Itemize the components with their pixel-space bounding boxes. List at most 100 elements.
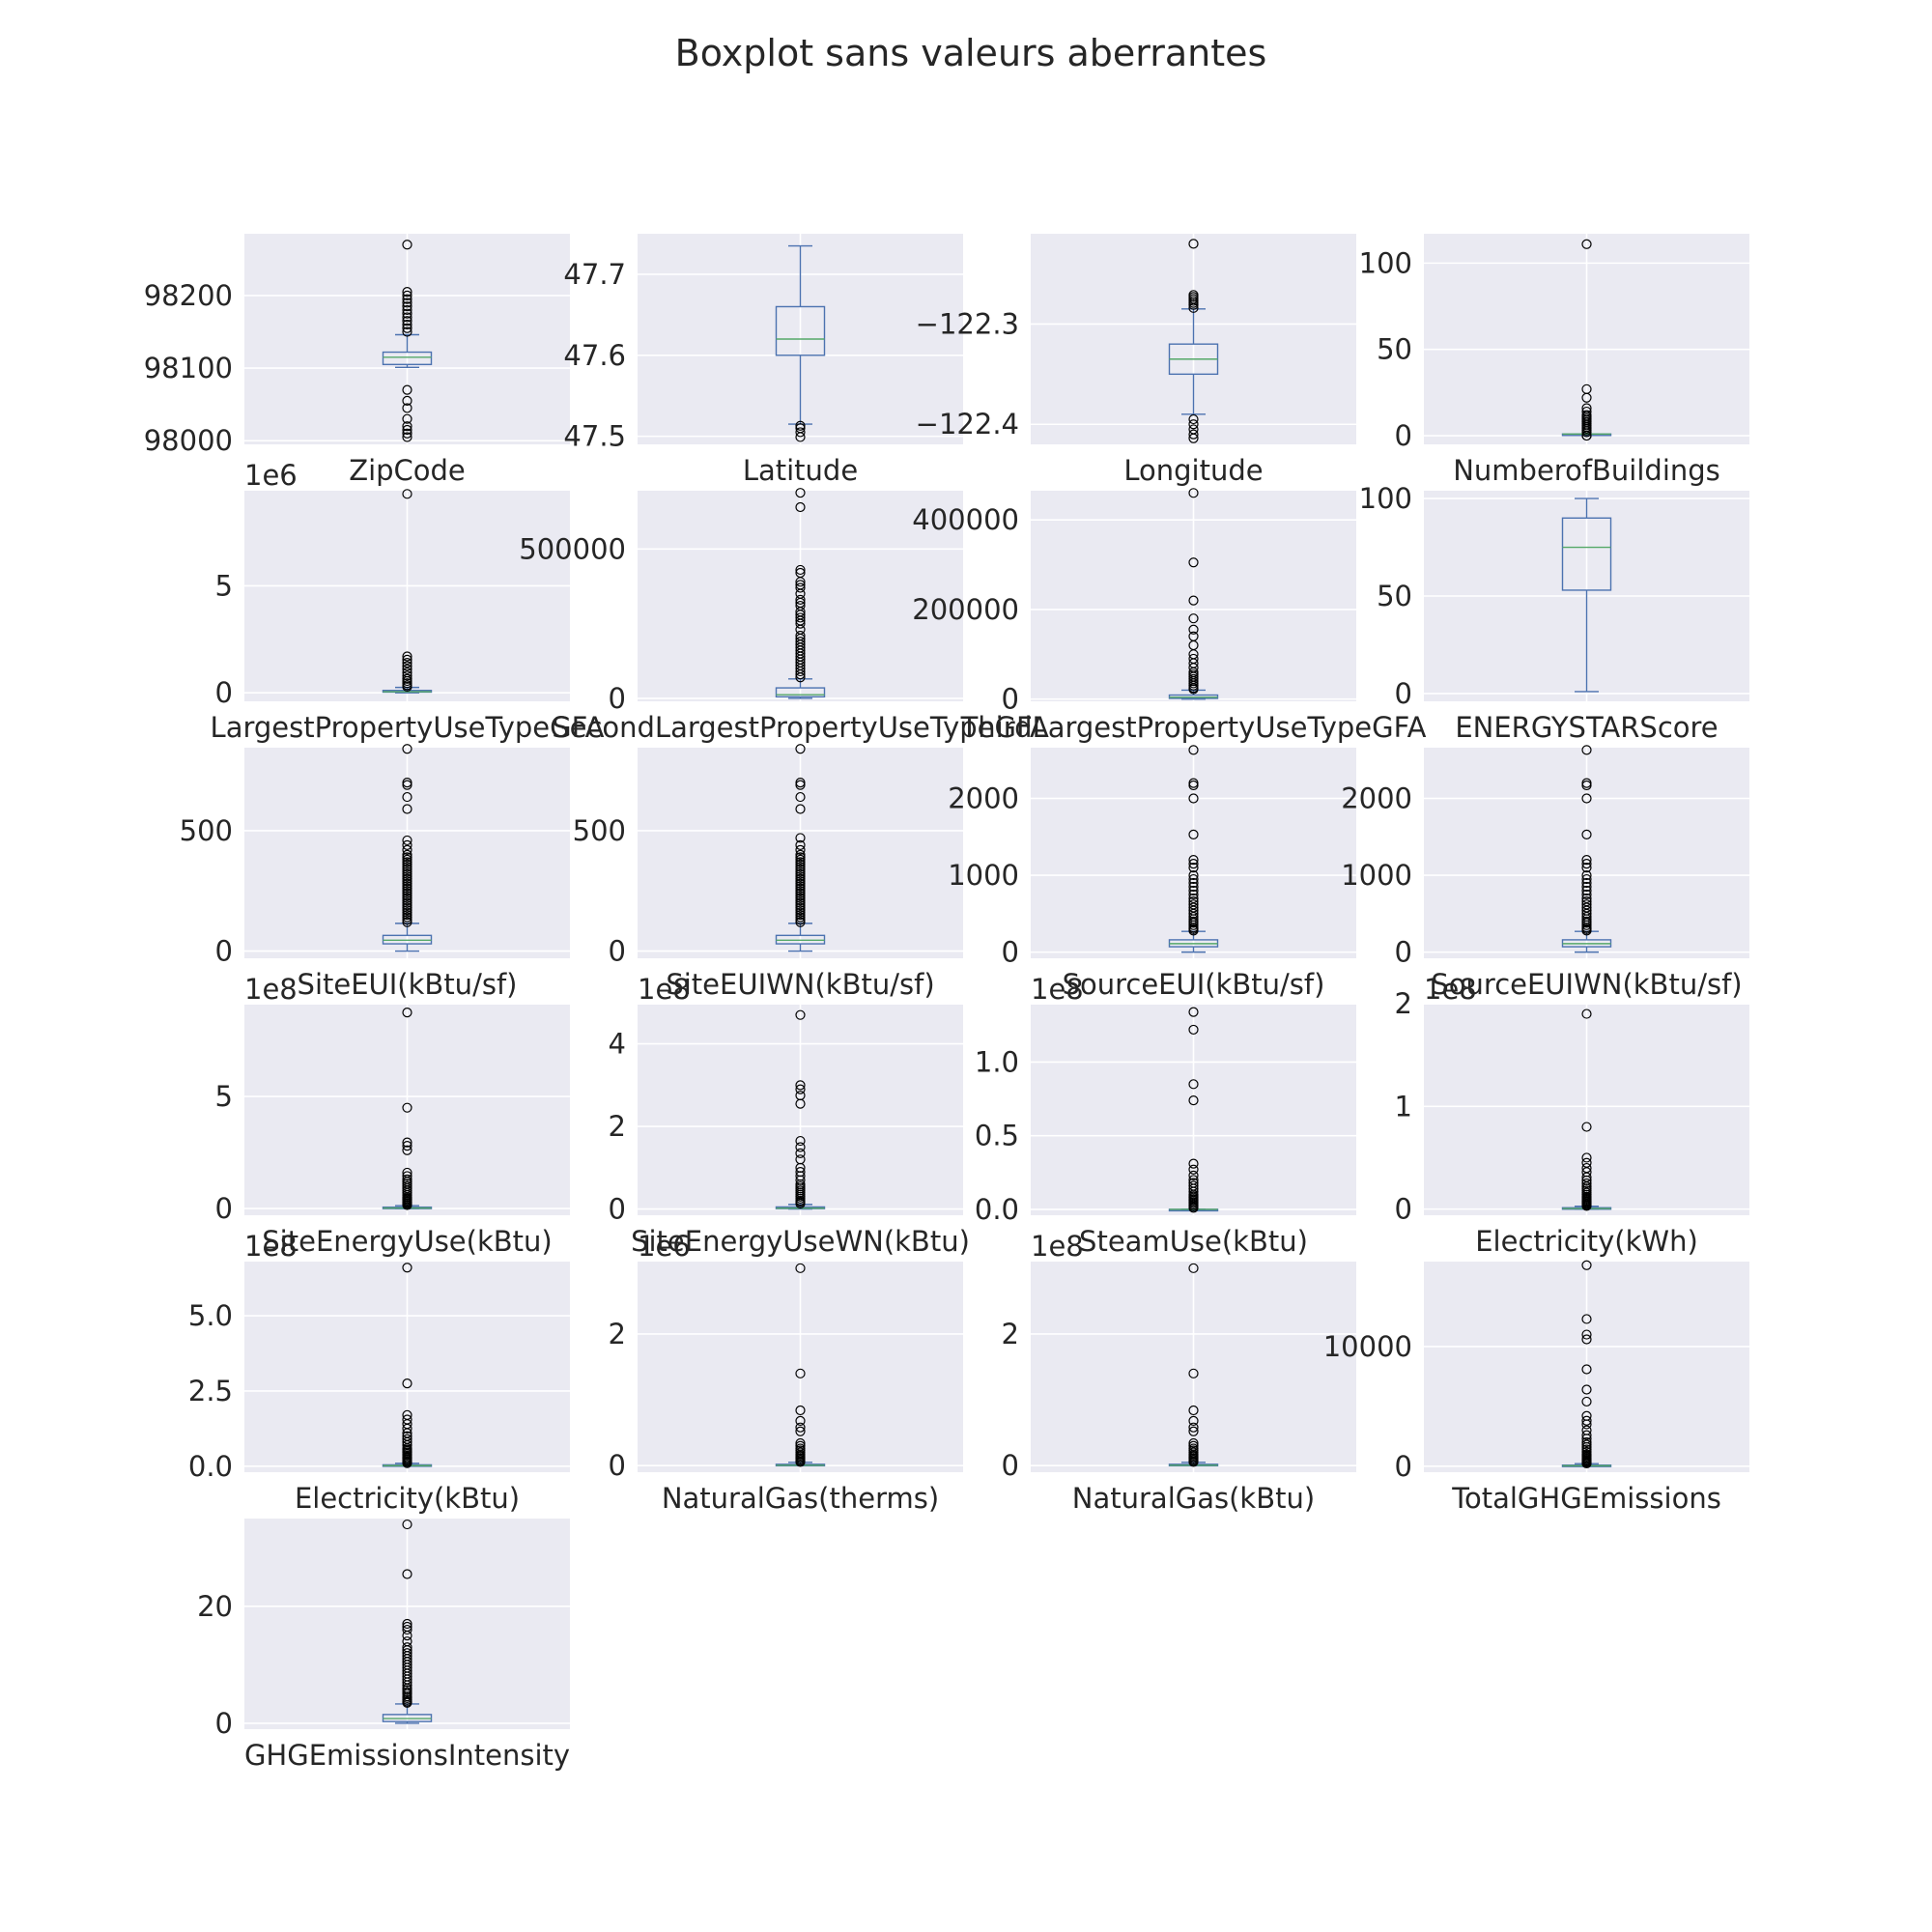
- y-tick-label: 0: [215, 1192, 233, 1225]
- subplot-3: 0 50 100 NumberofBuildings: [1359, 234, 1749, 487]
- outlier-point: [1188, 896, 1199, 907]
- subplot-1: 47.5 47.6 47.7 Latitude: [563, 234, 963, 487]
- outlier-point: [1581, 1178, 1592, 1189]
- outlier-point: [1188, 557, 1199, 568]
- outlier-point: [402, 1414, 412, 1425]
- x-category-label: ThirdLargestPropertyUseTypeGFA: [960, 711, 1427, 744]
- x-category-label: NaturalGas(therms): [662, 1482, 939, 1515]
- y-tick-label: 98200: [144, 279, 233, 312]
- y-tick-label: 400000: [912, 503, 1019, 536]
- outlier-point: [402, 294, 412, 304]
- x-category-label: Longitude: [1123, 454, 1263, 487]
- outlier-point: [1188, 1405, 1199, 1416]
- subplot-7: 0 50 100 ENERGYSTARScore: [1359, 482, 1749, 744]
- outlier-point: [1581, 885, 1592, 896]
- iqr-box: [1561, 517, 1612, 591]
- outlier-point: [795, 915, 806, 925]
- y-tick-label: 47.5: [563, 420, 626, 453]
- outlier-point: [402, 668, 412, 678]
- outlier-point: [1581, 793, 1592, 804]
- subplot-8: 0 500 SiteEUI(kBtu/sf): [180, 744, 570, 1001]
- outlier-point: [795, 868, 806, 879]
- y-tick-label: 50: [1377, 580, 1412, 612]
- x-category-label: Electricity(kBtu): [295, 1482, 520, 1515]
- outlier-point: [402, 673, 412, 684]
- outlier-point: [1581, 855, 1592, 866]
- x-category-label: Electricity(kWh): [1475, 1225, 1698, 1258]
- outlier-point: [795, 849, 806, 860]
- y-tick-label: 0: [609, 1449, 626, 1482]
- outlier-point: [795, 833, 806, 843]
- outlier-point: [402, 868, 412, 879]
- y-tick-label: 0: [1395, 1193, 1412, 1226]
- subplot-6: 0 200000 400000 ThirdLargestPropertyUseType…: [912, 488, 1427, 744]
- outlier-point: [402, 1636, 412, 1647]
- iqr-box: [382, 351, 433, 366]
- y-tick-label: 500: [180, 814, 233, 847]
- outlier-point: [402, 327, 412, 337]
- outlier-point: [402, 1648, 412, 1659]
- outlier-point: [1581, 1446, 1592, 1458]
- outlier-point: [795, 1443, 806, 1454]
- outlier-point: [402, 664, 412, 674]
- outlier-point: [795, 905, 806, 916]
- outlier-point: [402, 1171, 412, 1181]
- outlier-point: [402, 864, 412, 874]
- outlier-point: [1581, 1364, 1592, 1375]
- outlier-point: [1188, 613, 1199, 624]
- outlier-point: [1188, 869, 1199, 881]
- outlier-point: [1188, 899, 1199, 910]
- x-category-label: NumberofBuildings: [1453, 454, 1720, 487]
- outlier-point: [402, 312, 412, 323]
- outlier-point: [402, 910, 412, 921]
- outlier-point: [1188, 829, 1199, 840]
- outlier-point: [1188, 1440, 1199, 1451]
- subplot-13: 0 2 4 SiteEnergyUseWN(kBtu) 1e8: [609, 973, 970, 1258]
- outlier-point: [1188, 1158, 1199, 1169]
- outlier-point: [1188, 424, 1199, 435]
- outlier-point: [1581, 869, 1592, 881]
- y-tick-label: 2: [609, 1318, 626, 1350]
- outlier-point: [402, 844, 412, 855]
- outlier-point: [795, 1142, 806, 1152]
- outlier-point: [402, 876, 412, 887]
- y-tick-label: 5.0: [188, 1299, 233, 1332]
- outlier-point: [402, 304, 412, 316]
- outlier-point: [402, 878, 412, 889]
- outlier-point: [1581, 1439, 1592, 1450]
- outlier-point: [1581, 1436, 1592, 1448]
- y-offset-label: 1e8: [1424, 973, 1477, 1006]
- outlier-point: [1581, 1430, 1592, 1440]
- outlier-point: [1188, 778, 1199, 788]
- outlier-point: [402, 323, 412, 333]
- outlier-point: [795, 873, 806, 884]
- outlier-point: [1581, 1415, 1592, 1426]
- outlier-point: [795, 612, 806, 623]
- outlier-point: [402, 915, 412, 925]
- outlier-point: [1188, 653, 1199, 665]
- outlier-point: [1188, 1426, 1199, 1436]
- outlier-point: [795, 582, 806, 593]
- subplot-19: 0 10000 TotalGHGEmissions: [1323, 1260, 1749, 1515]
- y-tick-label: 98000: [144, 424, 233, 457]
- outlier-point: [402, 1141, 412, 1151]
- outlier-point: [1581, 1162, 1592, 1174]
- subplot-10: 0 1000 2000 SourceEUI(kBtu/sf): [948, 745, 1356, 1001]
- y-tick-label: 1000: [948, 859, 1019, 892]
- x-category-label: ZipCode: [349, 454, 466, 487]
- y-tick-label: 100: [1359, 246, 1412, 279]
- y-tick-label: 0: [215, 676, 233, 709]
- iqr-box: [775, 305, 826, 356]
- outlier-point: [1581, 1122, 1592, 1132]
- outlier-point: [1188, 877, 1199, 889]
- outlier-point: [795, 1135, 806, 1147]
- outlier-point: [402, 886, 412, 896]
- outlier-point: [795, 864, 806, 874]
- outlier-point: [795, 1090, 806, 1101]
- x-category-label: SteamUse(kBtu): [1079, 1225, 1308, 1258]
- outlier-point: [795, 1080, 806, 1091]
- outlier-point: [795, 907, 806, 918]
- outlier-point: [795, 891, 806, 901]
- figure-title: Boxplot sans valeurs aberrantes: [675, 32, 1267, 74]
- outlier-point: [795, 804, 806, 814]
